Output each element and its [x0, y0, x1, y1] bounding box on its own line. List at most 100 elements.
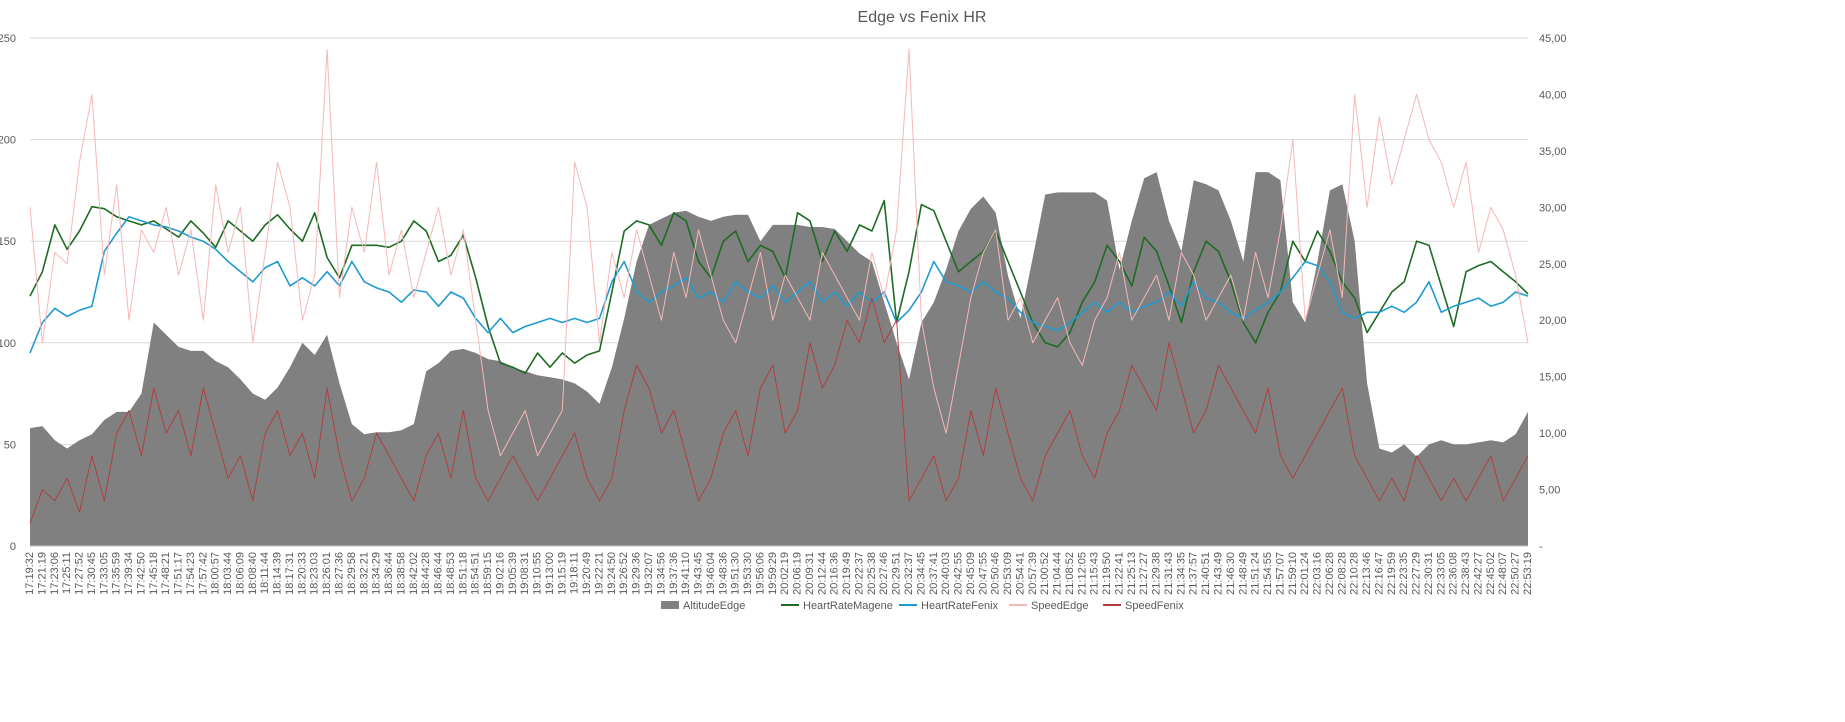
y-left-tick-label: 0 [10, 541, 16, 553]
x-tick-label: 17:39:34 [123, 552, 135, 595]
x-tick-label: 17:33:05 [98, 552, 110, 595]
x-tick-label: 21:19:50 [1101, 552, 1113, 595]
series-heartratemagene [29, 199, 1529, 375]
x-tick-label: 19:15:19 [556, 552, 568, 595]
x-tick-label: 22:23:35 [1398, 552, 1410, 595]
legend-label: HeartRateMagene [803, 600, 893, 612]
y-right-tick-label: 30,00 [1539, 202, 1567, 214]
x-tick-label: 21:48:49 [1237, 552, 1249, 595]
y-right-tick-label: 5,00 [1539, 485, 1560, 497]
legend-label: AltitudeEdge [683, 600, 745, 612]
x-tick-label: 20:06:19 [792, 552, 804, 595]
x-tick-label: 18:59:15 [482, 552, 494, 595]
x-tick-label: 21:00:52 [1039, 552, 1051, 595]
x-tick-label: 17:30:45 [86, 552, 98, 595]
x-tick-label: 20:09:31 [804, 552, 816, 595]
x-tick-label: 19:46:04 [705, 552, 717, 595]
x-tick-label: 20:29:51 [891, 552, 903, 595]
x-tick-label: 21:12:05 [1076, 552, 1088, 595]
x-tick-label: 22:48:07 [1497, 552, 1509, 595]
plot-area [29, 48, 1529, 546]
x-tick-label: 19:10:55 [532, 552, 544, 595]
x-tick-label: 22:45:02 [1485, 552, 1497, 595]
x-tick-label: 18:06:09 [234, 552, 246, 595]
x-tick-label: 19:22:21 [593, 552, 605, 595]
legend-label: HeartRateFenix [921, 600, 999, 612]
x-tick-label: 22:19:59 [1386, 552, 1398, 595]
x-tick-label: 18:44:28 [420, 552, 432, 595]
x-tick-label: 17:21:19 [36, 552, 48, 595]
x-tick-label: 20:02:19 [779, 552, 791, 595]
y-right-tick-label: 25,00 [1539, 259, 1567, 271]
x-tick-label: 19:56:06 [754, 552, 766, 595]
x-tick-label: 19:02:16 [494, 552, 506, 595]
x-tick-label: 22:38:43 [1460, 552, 1472, 595]
x-tick-label: 21:46:30 [1225, 552, 1237, 595]
x-tick-label: 19:13:00 [544, 552, 556, 595]
series-speededge [29, 48, 1529, 457]
x-tick-label: 17:51:17 [173, 552, 185, 595]
x-tick-label: 19:43:45 [693, 552, 705, 595]
x-tick-label: 17:23:06 [49, 552, 61, 595]
x-tick-label: 18:36:44 [383, 552, 395, 595]
x-tick-label: 21:59:10 [1287, 552, 1299, 595]
x-tick-label: 17:25:11 [61, 552, 73, 594]
legend-item-altitudeedge: AltitudeEdge [661, 600, 745, 612]
x-tick-label: 21:15:43 [1089, 552, 1101, 595]
x-tick-label: 18:26:01 [321, 552, 333, 595]
y-right-tick-label: 45,00 [1539, 33, 1567, 45]
x-tick-label: 19:37:36 [668, 552, 680, 595]
x-tick-label: 20:45:09 [965, 552, 977, 595]
series-heartratefenix [29, 216, 1529, 354]
x-tick-label: 20:47:55 [977, 552, 989, 595]
x-tick-label: 18:00:57 [210, 552, 222, 595]
x-tick-label: 22:01:24 [1299, 552, 1311, 595]
x-tick-label: 21:31:43 [1163, 552, 1175, 595]
legend-item-speededge: SpeedEdge [1009, 600, 1089, 612]
y-axis-left: 0 50 100 150 200 250 [0, 33, 16, 553]
x-tick-label: 18:46:44 [433, 552, 445, 595]
x-tick-label: 20:54:41 [1014, 552, 1026, 595]
x-tick-label: 19:18:11 [569, 552, 581, 594]
x-tick-label: 18:34:29 [371, 552, 383, 595]
x-tick-label: 22:10:28 [1349, 552, 1361, 595]
legend-label: SpeedFenix [1125, 600, 1184, 612]
x-tick-label: 22:16:47 [1373, 552, 1385, 595]
x-tick-label: 17:54:23 [185, 552, 197, 595]
x-tick-label: 21:57:07 [1274, 552, 1286, 595]
x-tick-label: 20:19:49 [841, 552, 853, 595]
x-tick-label: 19:59:29 [767, 552, 779, 595]
y-right-tick-label: 20,00 [1539, 315, 1567, 327]
y-right-tick-label: - [1539, 541, 1543, 553]
x-tick-label: 22:08:28 [1336, 552, 1348, 595]
x-tick-label: 21:51:24 [1250, 552, 1262, 595]
x-tick-label: 18:29:58 [346, 552, 358, 595]
x-tick-label: 21:43:49 [1212, 552, 1224, 595]
x-tick-label: 19:41:10 [680, 552, 692, 595]
y-left-tick-label: 200 [0, 135, 16, 147]
x-tick-label: 19:24:50 [606, 552, 618, 595]
x-tick-label: 21:27:27 [1138, 552, 1150, 595]
x-tick-label: 17:57:42 [197, 552, 209, 595]
x-tick-label: 20:57:39 [1027, 552, 1039, 595]
y-left-tick-label: 50 [4, 439, 16, 451]
chart-title: Edge vs Fenix HR [858, 9, 987, 26]
y-right-tick-label: 15,00 [1539, 372, 1567, 384]
x-tick-label: 20:16:36 [829, 552, 841, 595]
x-tick-label: 18:14:39 [272, 552, 284, 595]
x-tick-label: 21:22:41 [1113, 552, 1125, 595]
x-tick-label: 20:27:46 [878, 552, 890, 595]
x-tick-label: 20:12:44 [816, 552, 828, 595]
x-tick-label: 17:27:52 [74, 552, 86, 595]
x-tick-label: 18:08:40 [247, 552, 259, 595]
x-tick-label: 20:42:55 [953, 552, 965, 595]
x-tick-label: 18:17:31 [284, 552, 296, 595]
x-tick-label: 22:33:05 [1435, 552, 1447, 595]
x-tick-label: 19:20:49 [581, 552, 593, 595]
x-tick-label: 19:05:39 [507, 552, 519, 595]
y-right-tick-label: 10,00 [1539, 428, 1567, 440]
x-tick-label: 17:42:50 [135, 552, 147, 595]
x-tick-label: 22:30:31 [1423, 552, 1435, 595]
